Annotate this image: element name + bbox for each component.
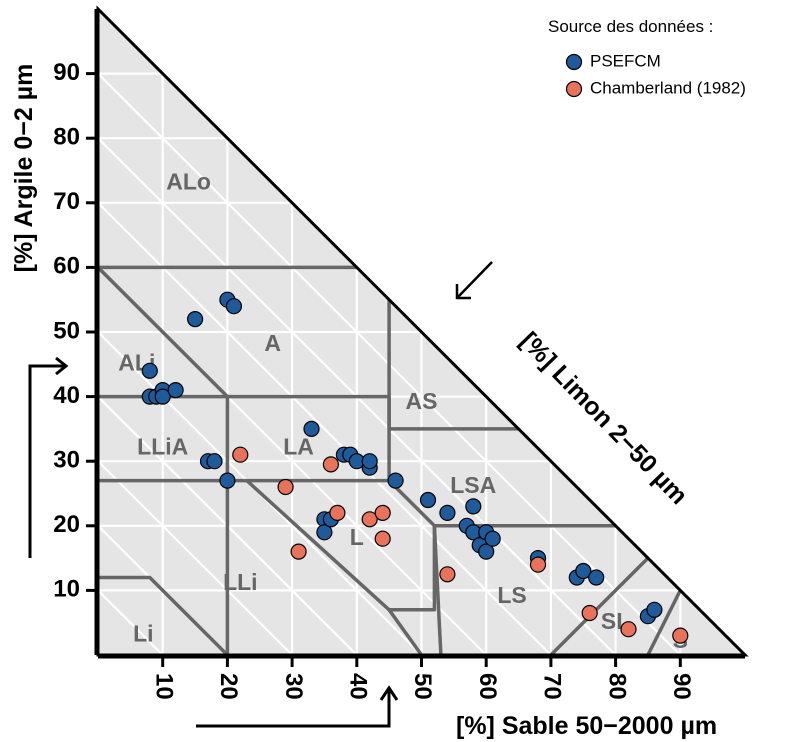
legend-title: Source des données :	[548, 17, 713, 36]
data-point	[154, 388, 171, 405]
data-point	[322, 456, 339, 473]
class-boundary	[549, 556, 650, 657]
clay-direction-arrow	[28, 356, 69, 558]
silt-direction-arrow	[455, 261, 493, 300]
class-label-alo: ALo	[166, 168, 211, 194]
data-point	[374, 504, 391, 522]
data-point	[588, 569, 605, 586]
x-tick-label: 50	[409, 673, 436, 700]
data-point	[620, 621, 637, 638]
x-tick-label: 20	[215, 673, 242, 700]
class-label-lsa: LSA	[450, 472, 496, 498]
x-tick-label: 10	[150, 673, 177, 700]
class-label-l: L	[350, 524, 364, 550]
x-tick-label: 90	[668, 673, 695, 700]
class-label-li: Li	[133, 621, 153, 647]
data-point	[167, 382, 184, 399]
class-label-a: A	[264, 330, 281, 356]
data-point	[361, 453, 378, 470]
data-points	[141, 291, 689, 644]
data-point	[575, 562, 592, 580]
data-point	[439, 566, 456, 583]
data-point	[672, 627, 689, 644]
data-point	[361, 511, 378, 528]
class-boundary	[98, 575, 229, 657]
y-tick-label: 20	[53, 511, 80, 538]
sand-direction-arrow	[196, 685, 399, 728]
grid-line	[98, 202, 552, 655]
data-point	[219, 472, 236, 489]
class-boundary	[96, 266, 229, 398]
data-point	[419, 491, 437, 509]
legend-label: PSEFCM	[590, 51, 661, 70]
y-tick-label: 10	[53, 576, 80, 603]
class-label-as: AS	[406, 388, 438, 414]
class-boundary	[646, 589, 682, 656]
data-point	[316, 524, 333, 541]
class-boundary	[245, 479, 437, 612]
y-tick-label: 40	[53, 382, 80, 409]
data-point	[387, 472, 404, 489]
data-point	[329, 504, 346, 522]
class-label-lli: LLi	[223, 569, 258, 595]
data-point	[277, 478, 294, 496]
y-tick-label: 90	[53, 59, 80, 86]
series-psefcm	[141, 291, 663, 625]
x-axis-title: [%] Sable 50−2000 µm	[456, 712, 717, 740]
y-tick-label: 80	[53, 124, 80, 151]
y-tick-label: 70	[53, 188, 80, 215]
grid-line	[98, 589, 164, 655]
y-axis-title: [%] Argile 0−2 µm	[10, 64, 38, 273]
legend-label: Chamberland (1982)	[590, 78, 746, 97]
y-tick-label: 50	[53, 317, 80, 344]
legend: Source des données : PSEFCM Chamberland (…	[548, 17, 746, 97]
data-point	[303, 420, 320, 437]
data-point	[206, 453, 223, 470]
class-boundary	[387, 608, 423, 657]
class-label-ls: LS	[497, 582, 526, 608]
y-tick-label: 30	[53, 447, 80, 474]
class-label-la: LA	[283, 433, 314, 459]
data-point	[581, 604, 598, 622]
triangle-outline	[96, 5, 749, 657]
data-point	[225, 298, 242, 315]
series-chamberland	[232, 446, 689, 644]
data-point	[465, 498, 482, 515]
x-tick-label: 40	[344, 673, 371, 700]
data-point	[646, 601, 663, 618]
x-tick-label: 60	[474, 673, 501, 700]
data-point	[484, 530, 501, 547]
data-point	[478, 543, 495, 560]
y-tick-label: 60	[53, 253, 80, 280]
legend-marker	[565, 80, 583, 98]
data-point	[232, 446, 249, 463]
x-tick-label: 30	[280, 673, 307, 700]
data-point	[187, 311, 204, 328]
data-point	[529, 556, 547, 573]
class-label-llia: LLiA	[137, 433, 188, 459]
data-point	[290, 543, 307, 560]
legend-marker	[565, 53, 583, 71]
grid-line	[98, 460, 293, 655]
axes: 10 20 30 40 50 60 70 80 90 10 20 30 40 50 60 70 80 90	[53, 9, 745, 700]
data-point	[141, 362, 158, 379]
data-point	[374, 530, 391, 547]
data-point	[439, 504, 456, 522]
x-tick-label: 70	[539, 673, 566, 700]
x-tick-label: 80	[603, 673, 630, 700]
class-boundary	[432, 525, 443, 656]
